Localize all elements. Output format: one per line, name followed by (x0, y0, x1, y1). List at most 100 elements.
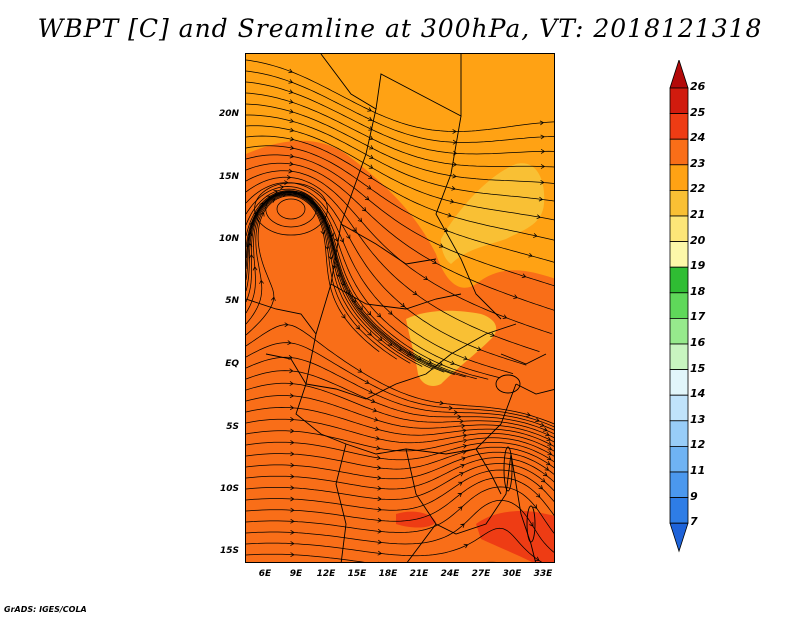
colorbar-box (669, 445, 689, 473)
streamline (246, 180, 527, 366)
streamline (246, 368, 554, 435)
country-border (475, 448, 502, 495)
colorbar-top-arrow (669, 60, 689, 89)
fill-20-21 (441, 163, 545, 264)
streamline (246, 340, 554, 428)
streamline (246, 184, 514, 374)
colorbar-box (669, 189, 689, 217)
colorbar-box (669, 292, 689, 319)
streamline (246, 477, 554, 523)
colorbar-label: 11 (690, 464, 706, 477)
colorbar-box (669, 164, 689, 191)
colorbar-label: 20 (690, 233, 706, 247)
lat-label: 5S (226, 422, 239, 432)
colorbar-box (669, 241, 689, 268)
lon-label: 30E (502, 569, 522, 579)
streamline (246, 103, 554, 185)
colorbar-label: 19 (690, 259, 706, 273)
colorbar-box (669, 471, 689, 499)
colorbar-box (669, 215, 689, 243)
streamline (246, 161, 554, 311)
colorbar-box (669, 138, 689, 166)
streamline (246, 195, 380, 352)
colorbar-box (669, 317, 689, 345)
lon-label: 18E (378, 569, 398, 579)
lake-outline (503, 446, 513, 492)
colorbar-label: 24 (690, 131, 706, 145)
colorbar-box (669, 87, 689, 115)
streamline (246, 174, 540, 352)
country-border (305, 108, 377, 385)
colorbar-label: 15 (690, 361, 706, 375)
colorbar-label: 9 (690, 489, 698, 503)
streamline (246, 428, 554, 457)
colorbar-box (669, 113, 689, 140)
colorbar-box (669, 497, 689, 524)
colorbar-label: 7 (690, 515, 698, 529)
country-border (340, 223, 437, 265)
lon-label: 15E (347, 569, 367, 579)
lat-label: EQ (225, 359, 239, 369)
streamline (246, 463, 554, 502)
colorbar-label: 14 (690, 387, 706, 401)
streamline (246, 405, 554, 447)
lat-label: 15S (219, 546, 239, 556)
colorbar-label: 12 (690, 438, 706, 452)
streamline (246, 416, 554, 452)
streamline (246, 168, 553, 335)
streamline (246, 527, 543, 562)
streamline (246, 114, 554, 202)
lake-outline (495, 374, 521, 394)
country-border (515, 383, 554, 395)
colorbar-box (669, 266, 689, 294)
colorbar-box (669, 394, 689, 422)
streamlines (246, 59, 554, 562)
colorbar-label: 16 (690, 336, 706, 349)
colorbar-box (669, 343, 689, 371)
colorbar-label: 22 (690, 182, 706, 196)
streamline (246, 469, 554, 512)
lon-label: 12E (316, 569, 336, 579)
lon-label: 27E (471, 569, 491, 579)
lon-label: 33E (533, 569, 553, 579)
streamline (246, 440, 554, 463)
colorbar-label: 18 (690, 284, 706, 298)
streamline (246, 322, 554, 425)
lon-label: 21E (409, 569, 429, 579)
streamline (246, 125, 554, 221)
lon-label: 9E (289, 569, 303, 579)
colorbar-label: 17 (690, 310, 706, 324)
lat-label: 20N (218, 109, 239, 119)
streamline (246, 381, 554, 439)
streamline (246, 135, 554, 241)
country-border (330, 283, 462, 310)
streamline-vortex (276, 198, 306, 220)
fill-23-24 (476, 511, 554, 562)
streamline-vortex (254, 182, 328, 236)
country-border (405, 448, 512, 535)
streamline (246, 92, 554, 169)
lat-label: 5N (225, 296, 239, 306)
lake-outline (526, 505, 536, 543)
lon-label: 6E (258, 569, 272, 579)
lat-label: 10N (218, 234, 239, 244)
streamline (246, 153, 554, 287)
colorbar-label: 13 (690, 412, 706, 426)
country-border (246, 298, 317, 335)
map-panel (245, 53, 555, 563)
country-border (510, 453, 536, 562)
country-borders (246, 54, 554, 562)
colorbar-box (669, 369, 689, 396)
lat-label: 10S (219, 484, 239, 494)
colorbar (669, 60, 689, 553)
streamline (246, 486, 554, 534)
streamline (246, 393, 554, 443)
country-border (406, 523, 437, 562)
map-canvas (246, 54, 554, 562)
grads-credit: GrADS: IGES/COLA (4, 605, 87, 614)
colorbar-bottom-arrow (669, 522, 689, 553)
chart-title: WBPT [C] and Sreamline at 300hPa, VT: 20… (37, 14, 763, 43)
streamline (246, 499, 554, 553)
country-border (305, 323, 517, 400)
streamline (246, 552, 497, 562)
